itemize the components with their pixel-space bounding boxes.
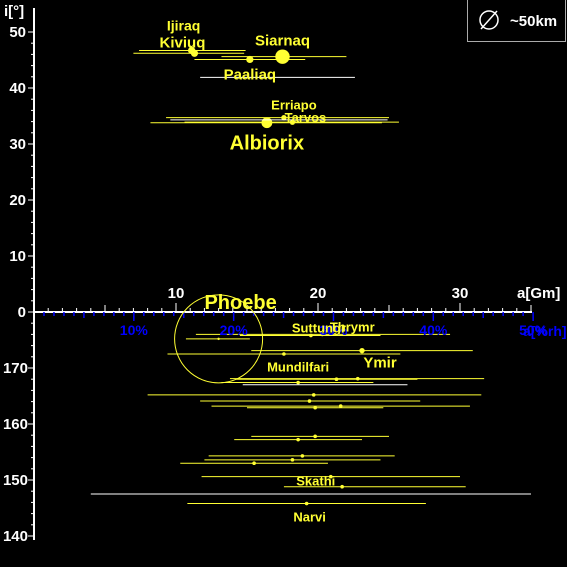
moon-marker xyxy=(313,434,317,439)
y-tick-label: 20 xyxy=(9,192,26,209)
moon-label: Narvi xyxy=(293,510,326,525)
x-axis-label-2: a[%rh] xyxy=(523,323,567,339)
diameter-icon xyxy=(479,10,499,30)
moon-marker xyxy=(359,347,365,354)
labels-group: i[°] a[Gm] a[%rh] 0 10 20 30 40 50 170 160 150 140 10… xyxy=(3,3,567,545)
moon-marker xyxy=(334,377,339,382)
x-tick-label: 10 xyxy=(168,285,185,302)
x-tick-label: 30 xyxy=(452,285,469,302)
moon-marker xyxy=(296,437,300,442)
moon-marker xyxy=(282,352,286,356)
moon-marker xyxy=(328,474,333,479)
moon-label: Thrymr xyxy=(330,319,375,334)
y-tick-label: 150 xyxy=(3,472,28,489)
moon-label: Ymir xyxy=(363,355,397,372)
marks-group xyxy=(90,46,531,506)
y-tick-label: 10 xyxy=(9,248,26,265)
moon-marker xyxy=(355,376,360,381)
moon-marker xyxy=(307,399,312,403)
moon-label: Skathi xyxy=(296,474,335,489)
moon-label: Tarvos xyxy=(285,110,327,125)
moon-label: Ijiraq xyxy=(167,17,200,33)
moon-label: Paaliaq xyxy=(224,66,277,83)
pct-tick-label: 20% xyxy=(220,322,249,338)
y-tick-label: 0 xyxy=(18,304,26,321)
y-tick-label: 140 xyxy=(3,528,28,545)
moon-marker xyxy=(252,461,256,466)
moon-label: Suttungr xyxy=(292,321,346,336)
moon-label: Kiviuq xyxy=(160,34,206,51)
moon-label: Phoebe xyxy=(204,292,276,314)
x-tick-label: 20 xyxy=(310,285,327,302)
moon-marker xyxy=(261,117,273,129)
moon-marker xyxy=(290,458,295,462)
axes-group xyxy=(28,8,534,540)
moon-marker xyxy=(281,114,287,121)
moon-label: Mundilfari xyxy=(267,360,329,375)
moon-marker xyxy=(311,393,316,397)
y-tick-label: 50 xyxy=(9,24,26,41)
moon-label: Siarnaq xyxy=(255,33,310,50)
y-tick-label: 40 xyxy=(9,80,26,97)
y-tick-label: 30 xyxy=(9,136,26,153)
moon-center xyxy=(217,337,220,341)
moon-marker xyxy=(296,380,300,385)
moon-marker xyxy=(340,484,344,489)
moon-marker xyxy=(300,454,305,458)
moon-marker xyxy=(309,333,313,338)
moon-marker xyxy=(246,55,254,64)
moon-marker xyxy=(289,119,296,125)
x-axis-label: a[Gm] xyxy=(517,285,560,302)
moon-marker xyxy=(338,404,343,408)
size-legend: ~50km xyxy=(467,0,566,42)
pct-tick-label: 50% xyxy=(519,322,548,338)
moon-marker xyxy=(313,405,317,410)
y-tick-label: 160 xyxy=(3,416,28,433)
moon-marker xyxy=(190,49,199,57)
pct-tick-label: 30% xyxy=(319,322,348,338)
moon-marker xyxy=(304,501,309,506)
moon-marker xyxy=(275,49,290,64)
moon-marker xyxy=(174,294,264,384)
moon-label: Erriapo xyxy=(271,98,317,113)
moon-label: Albiorix xyxy=(230,133,304,155)
legend-text: ~50km xyxy=(510,13,558,30)
y-axis-label: i[°] xyxy=(4,3,24,20)
y-tick-label: 170 xyxy=(3,360,28,377)
pct-tick-label: 40% xyxy=(419,322,448,338)
pct-tick-label: 10% xyxy=(120,322,149,338)
